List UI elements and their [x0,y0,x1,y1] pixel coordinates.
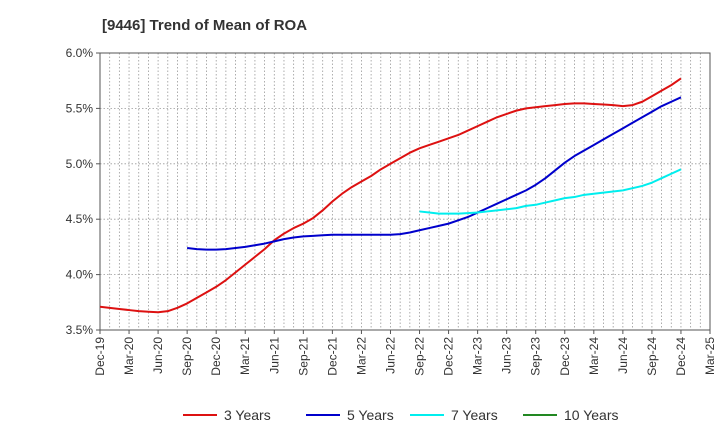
y-tick-label: 5.5% [66,101,94,115]
y-tick-label: 4.0% [66,268,94,282]
legend-label: 3 Years [224,407,271,423]
x-tick-label: Dec-20 [209,337,223,376]
x-tick-label: Sep-21 [296,337,310,376]
legend: 3 Years 5 Years 7 Years 10 Years [183,407,619,423]
y-axis: 3.5% 4.0% 4.5% 5.0% 5.5% 6.0% [66,46,100,337]
x-tick-label: Mar-21 [238,337,252,375]
x-tick-label: Mar-25 [703,337,717,375]
series-line [187,96,682,251]
chart-title: [9446] Trend of Mean of ROA [102,17,307,34]
x-tick-label: Mar-24 [587,337,601,375]
grid [100,52,710,331]
x-tick-label: Jun-21 [267,337,281,374]
x-axis: Dec-19 Mar-20 Jun-20 Sep-20 Dec-20 Mar-21 Jun-… [93,330,717,376]
series-lines [99,77,682,314]
x-tick-label: Mar-23 [471,337,485,375]
series-line [419,168,682,215]
x-tick-label: Jun-22 [383,337,397,374]
x-tick-label: Mar-20 [122,337,136,375]
x-tick-label: Jun-24 [616,337,630,374]
y-tick-label: 6.0% [66,46,94,60]
x-tick-label: Jun-20 [151,337,165,374]
x-tick-label: Sep-20 [180,337,194,376]
y-tick-label: 4.5% [66,212,94,226]
x-tick-label: Dec-23 [558,337,572,376]
plot-frame [99,52,711,331]
x-tick-label: Mar-22 [354,337,368,375]
x-tick-label: Jun-23 [500,337,514,374]
y-tick-label: 3.5% [66,323,94,337]
x-tick-label: Dec-24 [674,337,688,376]
x-tick-label: Dec-19 [93,337,107,376]
y-tick-label: 5.0% [66,157,94,171]
x-tick-label: Sep-24 [645,337,659,376]
legend-label: 10 Years [564,407,619,423]
legend-label: 7 Years [451,407,498,423]
x-tick-label: Dec-22 [442,337,456,376]
x-tick-label: Dec-21 [325,337,339,376]
x-tick-label: Sep-23 [529,337,543,376]
series-line [99,77,682,314]
x-tick-label: Sep-22 [413,337,427,376]
legend-label: 5 Years [347,407,394,423]
